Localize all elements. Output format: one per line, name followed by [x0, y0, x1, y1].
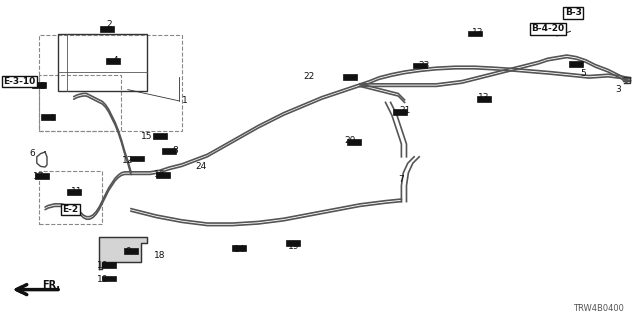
- Bar: [286, 240, 300, 246]
- Bar: [35, 173, 49, 179]
- Text: 13: 13: [478, 93, 490, 102]
- Text: 8: 8: [173, 146, 179, 155]
- Text: 2: 2: [106, 20, 111, 28]
- Text: 5: 5: [580, 69, 586, 78]
- Text: E-3-10: E-3-10: [3, 77, 36, 86]
- Text: 1: 1: [182, 96, 188, 105]
- Bar: [39, 171, 102, 224]
- Text: 24: 24: [195, 162, 207, 171]
- Bar: [39, 35, 182, 131]
- Text: 6: 6: [29, 149, 35, 158]
- Bar: [32, 82, 45, 88]
- Bar: [106, 58, 120, 64]
- Text: 9: 9: [125, 247, 131, 256]
- Text: 10: 10: [97, 261, 108, 270]
- Text: 20: 20: [345, 136, 356, 145]
- Bar: [58, 34, 147, 91]
- Bar: [468, 31, 481, 36]
- Text: 23: 23: [418, 61, 429, 70]
- Text: 11: 11: [71, 188, 83, 196]
- Text: 21: 21: [399, 106, 410, 115]
- Bar: [102, 276, 116, 281]
- Text: 4: 4: [49, 114, 54, 123]
- Bar: [477, 96, 491, 102]
- Text: E-2: E-2: [63, 205, 79, 214]
- Bar: [344, 74, 358, 80]
- Text: 22: 22: [303, 72, 315, 81]
- Text: 15: 15: [141, 132, 152, 140]
- Bar: [413, 63, 428, 68]
- Text: 17: 17: [33, 172, 44, 180]
- Bar: [152, 133, 166, 139]
- Bar: [41, 114, 55, 120]
- Text: 16: 16: [154, 170, 165, 179]
- Bar: [100, 26, 115, 32]
- Bar: [393, 109, 407, 115]
- Text: 18: 18: [154, 252, 165, 260]
- Text: 3: 3: [615, 85, 621, 94]
- Bar: [67, 189, 81, 195]
- Bar: [131, 156, 145, 161]
- Text: B-3: B-3: [564, 8, 582, 17]
- Bar: [156, 172, 170, 178]
- Bar: [347, 139, 361, 145]
- Text: 10: 10: [97, 276, 108, 284]
- Text: 13: 13: [472, 28, 483, 36]
- Bar: [102, 262, 116, 268]
- Bar: [162, 148, 176, 154]
- Polygon shape: [99, 237, 147, 269]
- Text: 19: 19: [287, 242, 299, 251]
- Bar: [232, 245, 246, 251]
- Text: TRW4B0400: TRW4B0400: [573, 304, 624, 313]
- Text: 4: 4: [112, 56, 118, 65]
- Bar: [124, 248, 138, 254]
- Text: 12: 12: [122, 156, 134, 164]
- Text: 14: 14: [234, 245, 245, 254]
- Text: 2: 2: [39, 82, 45, 91]
- Text: FR.: FR.: [42, 280, 60, 290]
- Text: B-4-20: B-4-20: [531, 24, 564, 33]
- Bar: [570, 61, 584, 67]
- Text: 7: 7: [399, 175, 404, 184]
- Bar: [39, 75, 122, 131]
